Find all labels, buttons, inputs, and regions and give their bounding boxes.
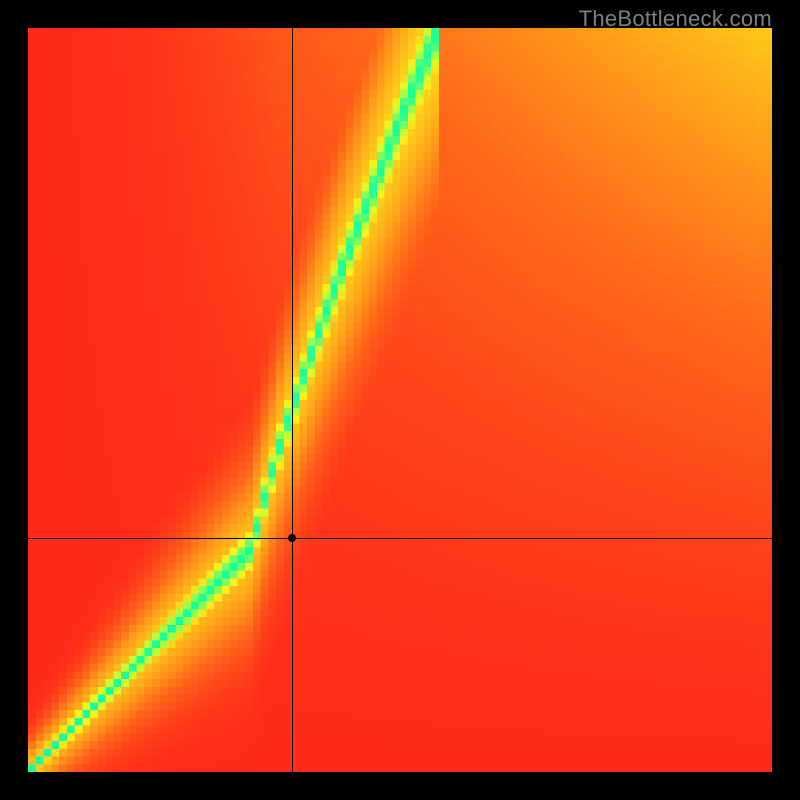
watermark: TheBottleneck.com [579, 6, 772, 32]
crosshair-vertical [292, 28, 293, 772]
heatmap-plot [28, 28, 772, 772]
crosshair-horizontal [28, 538, 772, 539]
crosshair-marker [288, 534, 296, 542]
heatmap-canvas [28, 28, 772, 772]
